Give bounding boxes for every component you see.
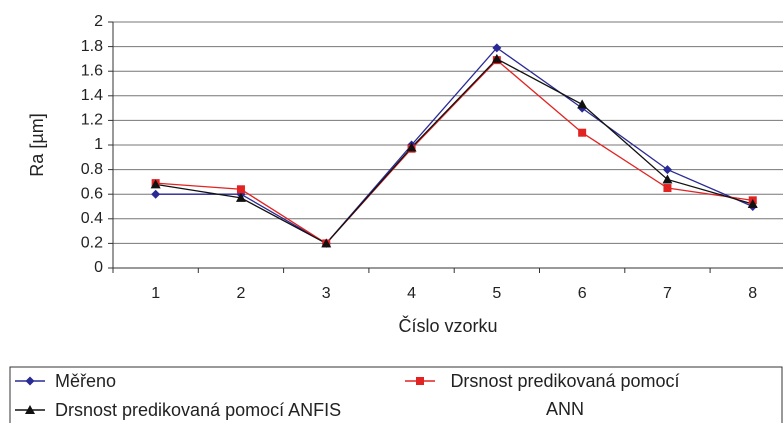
data-point <box>235 192 246 202</box>
data-point <box>491 53 502 63</box>
legend-box <box>9 366 783 423</box>
data-point <box>150 179 161 189</box>
legend-label-box: Drsnost predikovaná pomocí ANN <box>450 371 680 419</box>
legend-marker <box>416 377 424 385</box>
series-line <box>155 59 753 245</box>
x-axis-label: Číslo vzorku <box>398 315 497 336</box>
y-tick-label: 1.6 <box>81 62 103 79</box>
series-line <box>155 46 754 245</box>
y-tick-label: 0.8 <box>81 161 103 178</box>
y-tick-label: 2 <box>94 13 103 30</box>
x-tick-label: 1 <box>151 285 160 302</box>
legend-marker <box>25 376 35 386</box>
y-tick-label: 1.4 <box>81 87 103 104</box>
y-axis-label: Ra [µm] <box>27 113 47 176</box>
legend-label: Drsnost predikovaná pomocí ANFIS <box>55 400 341 420</box>
y-tick-label: 0.4 <box>81 210 103 227</box>
legend-label: Drsnost predikovaná pomocí ANN <box>450 371 680 419</box>
x-tick-label: 8 <box>748 285 757 302</box>
data-point <box>662 165 672 175</box>
data-point <box>321 238 332 248</box>
data-point <box>151 189 161 199</box>
x-tick-label: 6 <box>578 285 587 302</box>
y-tick-label: 1 <box>94 136 103 153</box>
data-point <box>577 99 588 109</box>
x-tick-label: 7 <box>663 285 672 302</box>
data-point <box>578 128 587 137</box>
y-tick-label: 1.2 <box>81 112 103 129</box>
x-tick-label: 3 <box>322 285 331 302</box>
y-tick-label: 0.6 <box>81 185 103 202</box>
x-tick-label: 2 <box>236 285 245 302</box>
data-point <box>663 184 672 193</box>
data-point <box>492 43 502 53</box>
data-point <box>236 185 245 194</box>
x-tick-label: 5 <box>492 285 501 302</box>
y-tick-label: 0 <box>94 259 103 276</box>
legend-label: Měřeno <box>55 371 116 391</box>
data-point <box>747 199 758 209</box>
x-tick-label: 4 <box>407 285 416 302</box>
y-tick-label: 0.2 <box>81 235 103 252</box>
legend-marker <box>25 405 35 414</box>
y-tick-label: 1.8 <box>81 38 103 55</box>
data-point <box>662 174 673 184</box>
series-line <box>155 58 753 245</box>
data-point <box>406 142 417 152</box>
